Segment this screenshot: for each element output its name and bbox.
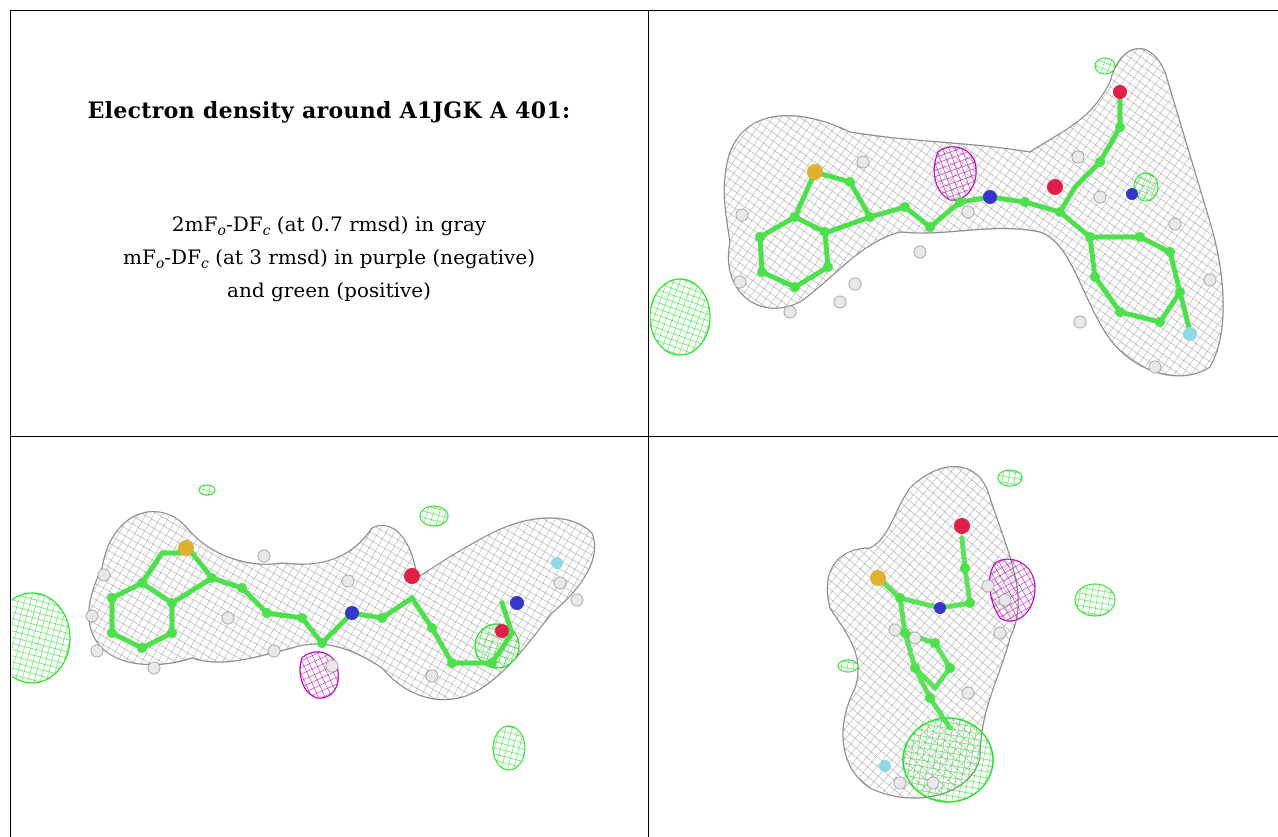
- legend-text: 2mF: [171, 212, 218, 236]
- purple-mesh: [933, 146, 977, 201]
- density-view-1: [650, 12, 1276, 434]
- density-view-3: [650, 438, 1276, 837]
- legend-text: (at 0.7 rmsd) in gray: [270, 212, 487, 236]
- molecule-atoms: [870, 518, 975, 772]
- legend-text: (at 3 rmsd) in purple (negative): [208, 245, 535, 269]
- legend-sub: o: [217, 223, 226, 239]
- density-view-1-image: [650, 48, 1224, 377]
- molecule-atoms: [107, 540, 563, 668]
- legend-sub: o: [155, 256, 165, 272]
- frame-left: [10, 10, 11, 837]
- density-view-3-image: [826, 466, 1116, 803]
- green-mesh: [650, 57, 1159, 356]
- density-view-2-image: [12, 484, 596, 771]
- frame-separator-left: [10, 436, 635, 437]
- legend-text: -DF: [225, 212, 263, 236]
- page-title: Electron density around A1JGK A 401:: [87, 98, 571, 124]
- legend-sub: c: [200, 256, 209, 272]
- frame-top: [10, 10, 1278, 11]
- purple-mesh: [988, 558, 1036, 622]
- hydrogen-atoms: [85, 549, 584, 683]
- gray-mesh: [88, 511, 596, 701]
- legend-line-2fo-fc: 2mFo-DFc (at 0.7 rmsd) in gray: [10, 208, 648, 241]
- molecule-atoms: [755, 85, 1197, 341]
- green-mesh: [837, 469, 1116, 803]
- legend-text: -DF: [164, 245, 201, 269]
- gray-mesh: [826, 466, 1019, 799]
- purple-mesh: [299, 651, 339, 699]
- map-legend: 2mFo-DFc (at 0.7 rmsd) in gray mFo-DFc (…: [10, 208, 648, 307]
- hydrogen-atoms: [733, 150, 1217, 374]
- hydrogen-atoms: [888, 579, 1012, 790]
- legend-line-colors: and green (positive): [227, 278, 431, 302]
- caption-panel: Electron density around A1JGK A 401: 2mF…: [10, 10, 648, 436]
- frame-separator-right: [635, 436, 1278, 437]
- frame-middle: [648, 10, 649, 837]
- legend-text: mF: [123, 245, 156, 269]
- legend-sub: c: [262, 223, 271, 239]
- legend-line-fo-fc: mFo-DFc (at 3 rmsd) in purple (negative): [10, 241, 648, 274]
- density-view-2: [12, 438, 646, 837]
